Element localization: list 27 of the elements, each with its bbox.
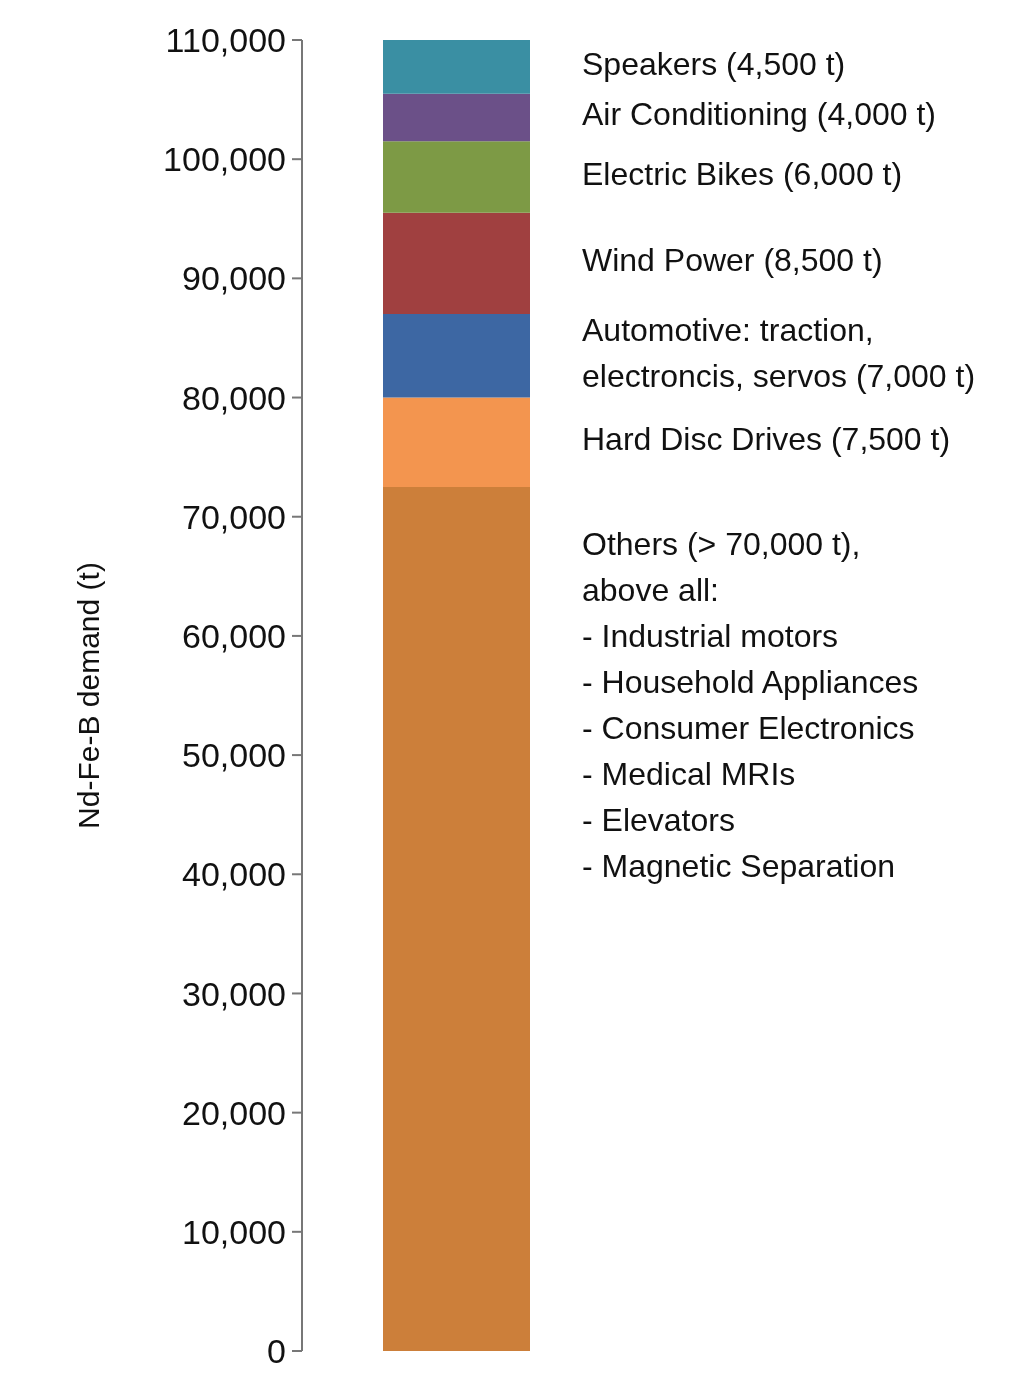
- bar: [383, 212, 530, 315]
- y-tick-label: 80,000: [182, 378, 286, 417]
- series-label: Hard Disc Drives (7,500 t): [582, 421, 951, 458]
- series-label: Electric Bikes (6,000 t): [582, 156, 903, 193]
- bar: [383, 397, 530, 487]
- series-label: Others (> 70,000 t), above all: - Industrial motors - Household Appliances - Consumer Electronics - Medical MRIs - Elevators - Magnetic Separation: [582, 526, 919, 885]
- y-axis-title: Nd-Fe-B demand (t): [71, 562, 105, 829]
- y-tick-label: 30,000: [182, 974, 286, 1013]
- series-label: Automotive: traction, electroncis, servos (7,000 t): [582, 312, 976, 395]
- y-tick-label: 50,000: [182, 736, 286, 775]
- series-label: Wind Power (8,500 t): [582, 242, 883, 279]
- bar: [383, 93, 530, 142]
- y-tick-label: 0: [267, 1332, 286, 1371]
- series-label: Speakers (4,500 t): [582, 46, 846, 83]
- y-tick-label: 100,000: [163, 140, 286, 179]
- bar: [383, 486, 530, 1351]
- bar: [383, 40, 530, 94]
- series-label: Air Conditioning (4,000 t): [582, 96, 936, 133]
- y-tick-label: 20,000: [182, 1093, 286, 1132]
- y-tick-label: 110,000: [165, 21, 286, 60]
- y-tick-label: 90,000: [182, 259, 286, 298]
- y-tick-label: 40,000: [182, 855, 286, 894]
- y-tick-label: 70,000: [182, 497, 286, 536]
- y-tick-label: 10,000: [182, 1212, 286, 1251]
- bar: [383, 141, 530, 213]
- bar: [383, 314, 530, 398]
- y-tick-label: 60,000: [182, 616, 286, 655]
